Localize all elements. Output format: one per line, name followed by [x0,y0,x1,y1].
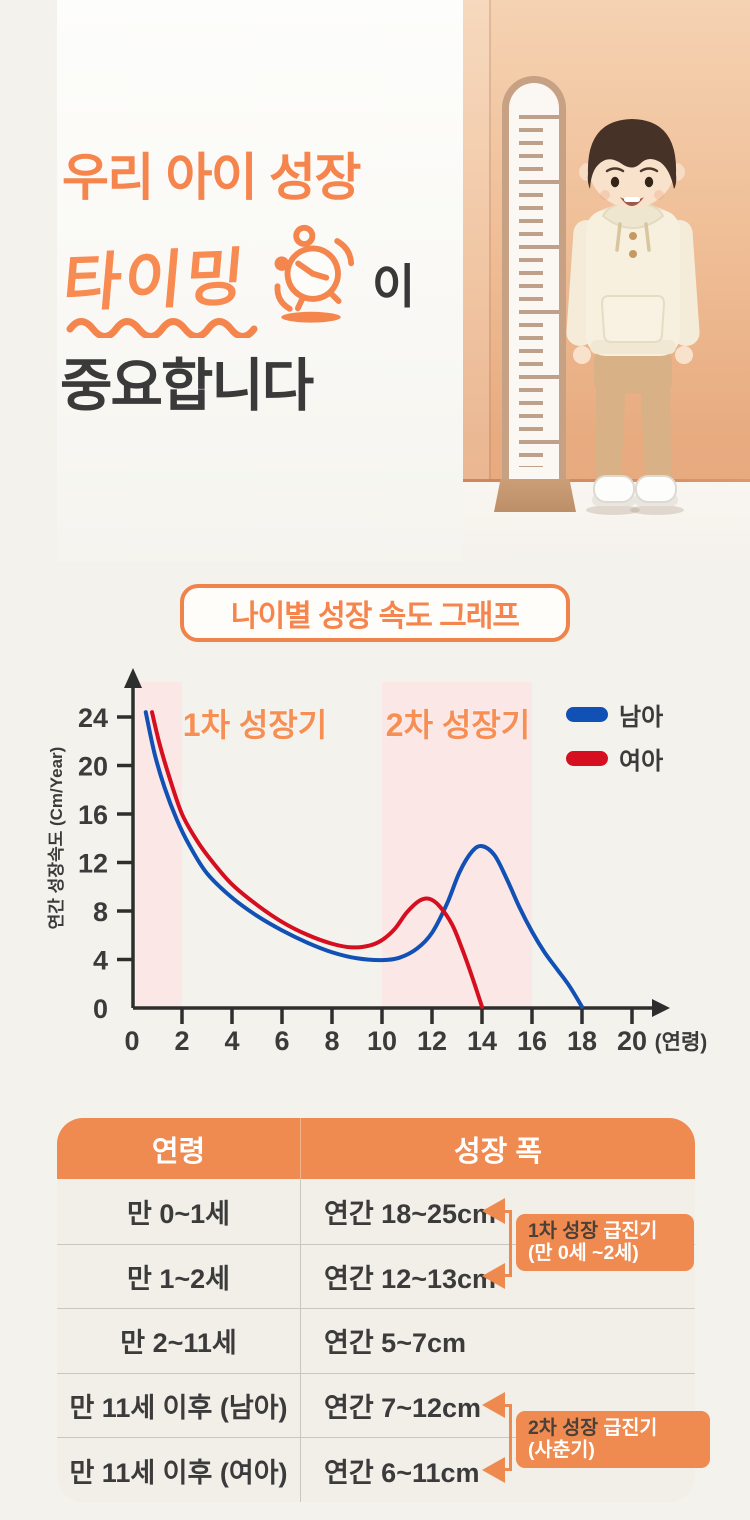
callout-connector [501,1468,512,1471]
legend-item-boy: 남아 [566,697,663,732]
wall-corner-edge [489,0,491,482]
svg-text:연간 성장속도 (Cm/Year): 연간 성장속도 (Cm/Year) [47,747,66,930]
column-divider [300,1179,301,1502]
svg-text:4: 4 [224,1026,239,1056]
boy-color-swatch [566,707,608,722]
chart-legend: 남아 여아 [566,697,663,785]
svg-text:20: 20 [617,1026,647,1056]
region-label-second-growth: 2차 성장기 [385,707,531,743]
table-row: 만 1~2세 연간 12~13cm [57,1243,695,1309]
svg-text:6: 6 [274,1026,289,1056]
callout-connector [509,1210,512,1276]
ruler-minor-ticks [519,128,543,467]
girl-color-swatch [566,751,608,766]
table-row: 만 0~1세 연간 18~25cm [57,1179,695,1244]
age-cell: 만 0~1세 [127,1198,230,1229]
age-cell: 만 11세 이후 (여아) [69,1457,288,1488]
growth-cell: 연간 12~13cm [324,1263,497,1294]
growth-table-section: 연령 성장 폭 만 0~1세 연간 18~25cm 만 1~2세 연간 12~1… [57,1118,717,1508]
svg-text:2: 2 [174,1026,189,1056]
svg-text:14: 14 [467,1026,497,1056]
age-cell: 만 1~2세 [127,1263,230,1294]
badge-subtitle: (만 0세 ~2세) [528,1242,639,1264]
first-growth-spurt-badge: 1차 성장 급진기 (만 0세 ~2세) [516,1214,694,1271]
wavy-underline [66,318,258,338]
svg-text:0: 0 [124,1026,139,1056]
svg-text:8: 8 [93,897,108,927]
growth-cell: 연간 7~12cm [324,1393,482,1424]
legend-item-girl: 여아 [566,741,663,776]
header-growth: 성장 폭 [300,1118,695,1179]
hero-highlight-word: 타이밍 [60,242,250,320]
region-label-first-growth: 1차 성장기 [182,707,328,743]
svg-text:(연령): (연령) [655,1031,708,1054]
clock-shadow [281,311,341,323]
svg-text:10: 10 [367,1026,397,1056]
badge-highlight: 급진기 [603,1220,658,1242]
callout-connector [501,1274,512,1277]
child-photo [463,0,750,562]
svg-text:8: 8 [324,1026,339,1056]
growth-cell: 연간 5~7cm [324,1328,467,1359]
table-row: 만 11세 이후 (남아) 연간 7~12cm [57,1372,695,1438]
height-ruler-base [494,479,576,512]
header-age: 연령 [151,1135,206,1168]
svg-text:16: 16 [517,1026,547,1056]
alarm-clock-icon [274,224,355,323]
legend-label-girl: 여아 [619,748,664,775]
svg-text:18: 18 [567,1026,597,1056]
growth-cell: 연간 6~11cm [324,1457,480,1488]
child-illustration [566,119,700,515]
hero-particle: 이 [372,260,416,313]
svg-text:0: 0 [93,994,108,1024]
height-ruler [502,76,566,481]
callout-arrow-left-icon [482,1198,505,1224]
badge-prefix: 1차 성장 [528,1220,604,1242]
age-cell: 만 2~11세 [120,1328,237,1359]
table-header-row: 연령 성장 폭 [57,1118,695,1179]
badge-highlight: 급진기 [603,1417,658,1439]
table-row: 만 11세 이후 (여아) 연간 6~11cm [57,1437,695,1502]
hero-title-line1: 우리 아이 성장 [62,149,361,206]
svg-text:4: 4 [93,946,108,976]
table-row: 만 2~11세 연간 5~7cm [57,1308,695,1373]
badge-prefix: 2차 성장 [528,1417,604,1439]
table-body: 만 0~1세 연간 18~25cm 만 1~2세 연간 12~13cm 만 2~… [57,1179,695,1502]
hero-text-card [57,0,463,562]
svg-text:16: 16 [78,800,108,830]
badge-subtitle: (사춘기) [528,1439,595,1461]
svg-text:20: 20 [78,752,108,782]
chart-title-badge: 나이별 성장 속도 그래프 [180,584,570,642]
callout-connector [501,1210,512,1213]
svg-text:12: 12 [417,1026,447,1056]
svg-text:24: 24 [78,703,108,733]
svg-text:12: 12 [78,849,108,879]
legend-label-boy: 남아 [619,704,664,731]
callout-arrow-left-icon [482,1457,505,1483]
wall-corner-panel [463,0,489,482]
callout-connector [501,1404,512,1407]
callout-arrow-left-icon [482,1263,505,1289]
age-cell: 만 11세 이후 (남아) [69,1393,288,1424]
second-growth-spurt-badge: 2차 성장 급진기 (사춘기) [516,1411,710,1468]
callout-arrow-left-icon [482,1392,505,1418]
hero-title-line2: 중요합니다 [60,354,314,418]
callout-connector [509,1404,512,1471]
growth-cell: 연간 18~25cm [324,1198,497,1229]
